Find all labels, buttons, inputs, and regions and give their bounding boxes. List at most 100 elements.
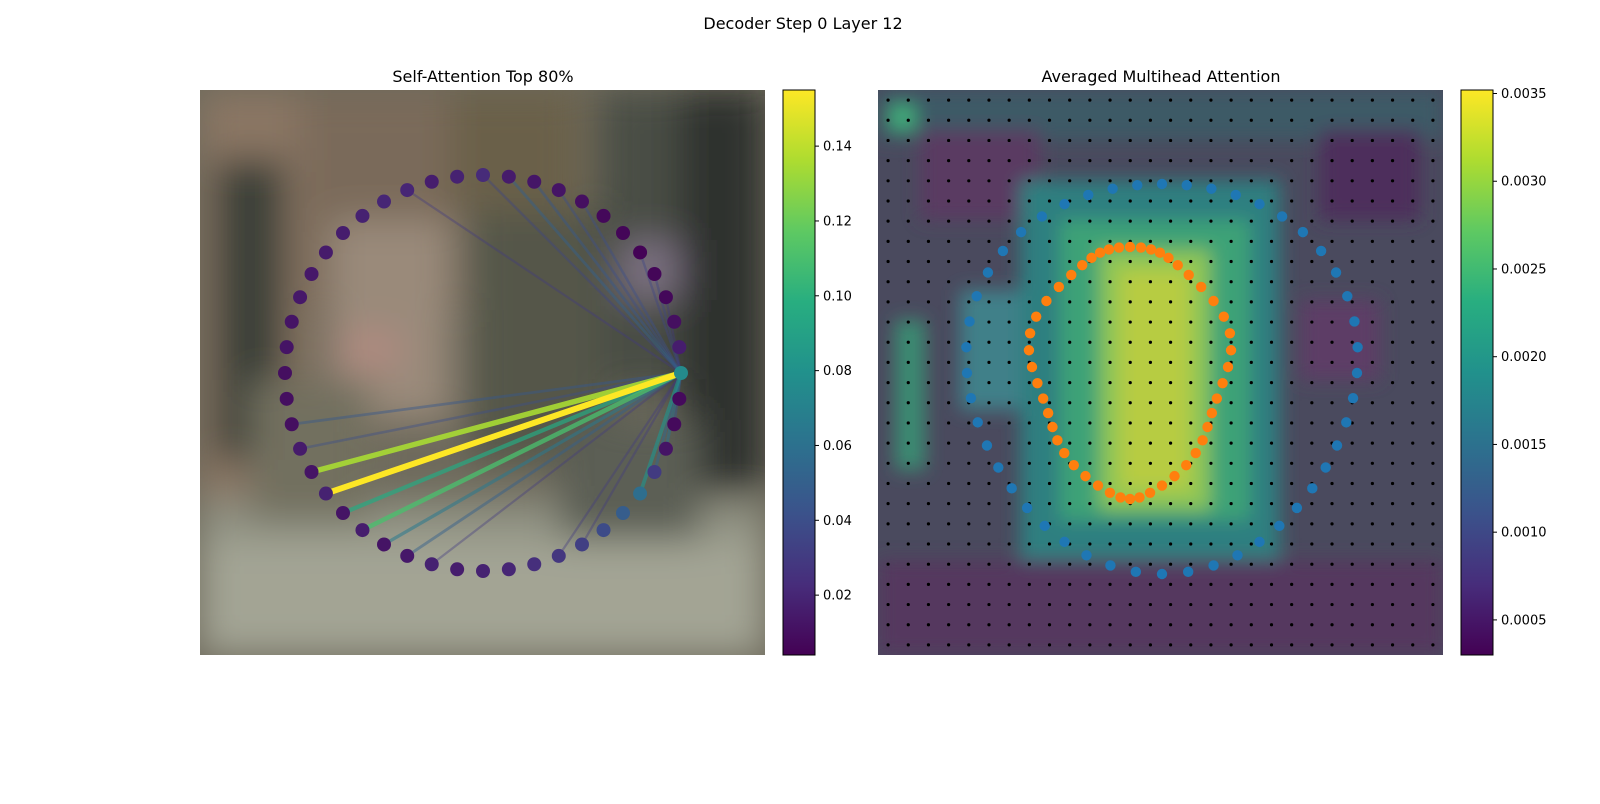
inner-contour-point (1218, 311, 1230, 322)
outer-contour-point (1206, 183, 1217, 194)
reference-point (1249, 98, 1253, 102)
outer-contour-point (1254, 536, 1265, 548)
boundary-point (672, 391, 687, 406)
reference-point (1229, 138, 1233, 143)
reference-point (1310, 259, 1314, 264)
reference-point (1168, 602, 1173, 607)
reference-point (1411, 340, 1415, 344)
reference-point (926, 481, 931, 486)
outer-contour-point (1006, 483, 1017, 494)
outer-contour-point (1156, 178, 1168, 190)
reference-point (886, 602, 890, 607)
reference-point (886, 401, 890, 405)
reference-point (1310, 118, 1314, 122)
reference-point (947, 522, 951, 526)
reference-point (1047, 98, 1052, 102)
boundary-point (616, 225, 631, 240)
reference-point (1148, 421, 1153, 425)
reference-point (1350, 138, 1354, 143)
reference-point (1068, 380, 1072, 385)
reference-point (1148, 522, 1153, 526)
reference-point (1108, 522, 1112, 526)
attention-edge (481, 173, 683, 375)
reference-point (1431, 199, 1435, 203)
reference-point (1108, 340, 1112, 344)
reference-point (1411, 118, 1415, 122)
reference-point (1007, 360, 1011, 365)
colorbar-tick-label: 0.0015 (1501, 438, 1547, 453)
reference-point (1350, 118, 1354, 122)
outer-contour-point (1015, 226, 1027, 238)
colorbar-tick-label: 0.08 (823, 364, 852, 379)
reference-point (1027, 239, 1031, 243)
reference-point (906, 259, 910, 264)
reference-point (1390, 280, 1395, 284)
reference-point (1088, 98, 1092, 102)
reference-point (1350, 643, 1354, 647)
reference-point (1431, 401, 1435, 405)
reference-point (1047, 380, 1052, 385)
reference-point (926, 300, 931, 304)
reference-point (1431, 623, 1435, 627)
reference-point (1269, 623, 1274, 627)
reference-point (987, 643, 991, 647)
reference-point (1027, 582, 1031, 586)
inner-contour-point (1183, 269, 1194, 281)
reference-point (1148, 441, 1153, 445)
reference-point (1431, 360, 1435, 365)
reference-point (1068, 320, 1072, 324)
reference-point (1390, 98, 1395, 102)
reference-point (1189, 582, 1193, 586)
reference-point (1411, 461, 1415, 465)
reference-point (947, 441, 951, 445)
attention-edges (290, 173, 684, 566)
reference-point (1411, 300, 1415, 304)
colorbar-tick-label: 0.02 (823, 589, 852, 604)
reference-point (1108, 159, 1112, 163)
reference-point (1411, 441, 1415, 445)
reference-point (1290, 259, 1294, 264)
reference-point (1290, 380, 1294, 385)
reference-point (1007, 340, 1011, 344)
reference-point (926, 582, 931, 586)
reference-point (926, 98, 931, 102)
reference-point (1209, 118, 1213, 122)
outer-contour-point (971, 291, 982, 302)
reference-point (1047, 159, 1052, 163)
reference-point (1128, 360, 1132, 365)
reference-point (987, 502, 991, 506)
reference-point (1390, 441, 1395, 445)
reference-point (1269, 138, 1274, 143)
reference-point (886, 623, 890, 627)
outer-contour-point (982, 267, 994, 278)
reference-point (1168, 562, 1173, 566)
reference-point (1027, 280, 1031, 284)
reference-point (1108, 481, 1112, 486)
reference-point (1269, 481, 1274, 486)
reference-point (987, 522, 991, 526)
reference-point (1007, 502, 1011, 506)
reference-point (1128, 421, 1132, 425)
reference-point (1229, 643, 1233, 647)
reference-point (1189, 421, 1193, 425)
outer-contour-point (964, 316, 975, 327)
reference-point (947, 380, 951, 385)
reference-point (1108, 643, 1112, 647)
reference-point (1209, 159, 1213, 163)
reference-point (1290, 219, 1294, 223)
reference-point (1088, 542, 1092, 546)
reference-point (1370, 562, 1374, 566)
inner-contour-point (1181, 459, 1192, 471)
reference-point (987, 360, 991, 365)
reference-point (1310, 441, 1314, 445)
reference-point (1390, 199, 1395, 203)
reference-point (1108, 199, 1112, 203)
reference-point (1330, 562, 1334, 566)
reference-point (1229, 623, 1233, 627)
reference-point (1128, 542, 1132, 546)
reference-point (1310, 582, 1314, 586)
reference-point (906, 542, 910, 546)
reference-point (987, 401, 991, 405)
reference-point (1290, 582, 1294, 586)
reference-point (1128, 340, 1132, 344)
